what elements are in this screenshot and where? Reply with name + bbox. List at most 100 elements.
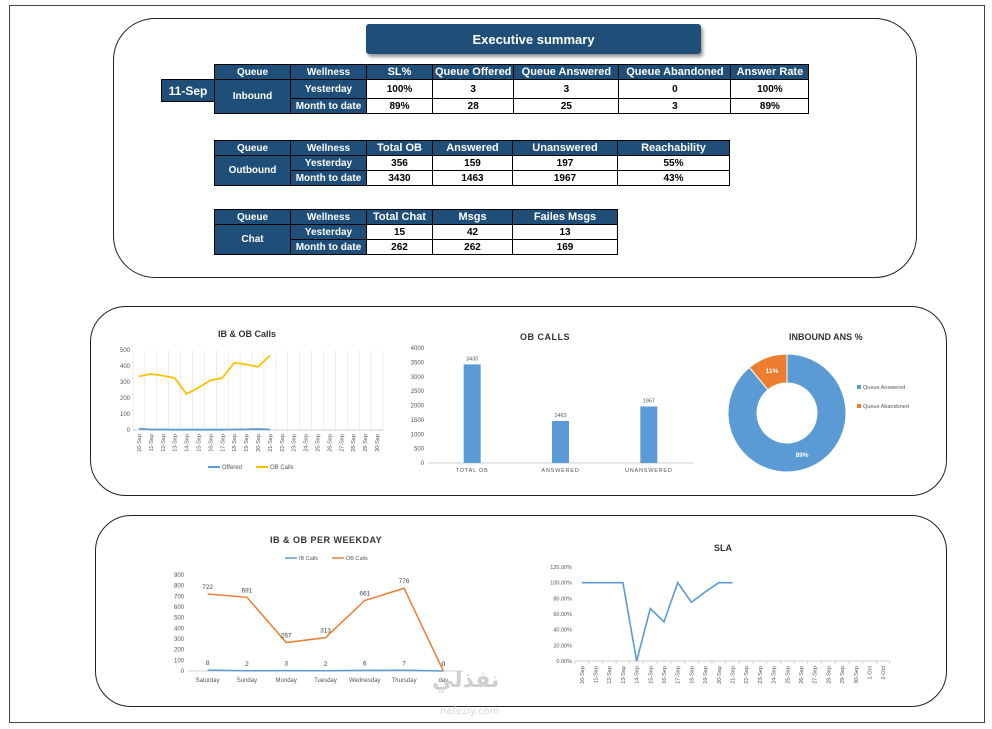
table-row: Inbound Yesterday 100% 3 3 0 100% — [214, 79, 810, 114]
x-tick-label: 17-Sep — [676, 666, 682, 684]
series-line — [207, 669, 444, 672]
y-tick-label: 300 — [120, 380, 131, 386]
x-tick-label: 19-Sep — [244, 434, 250, 452]
series-line — [581, 580, 733, 662]
table-header-row: Queue Wellness SL% Queue Offered Queue A… — [214, 64, 810, 80]
chat-table: Queue Wellness Total Chat Msgs Failes Ms… — [214, 209, 618, 255]
table-header-row: Queue Wellness Total OB Answered Unanswe… — [214, 140, 730, 156]
legend-label: OB Calls — [346, 556, 368, 562]
x-tick-label: 13-Sep — [173, 434, 179, 452]
data-label: 2 — [324, 661, 328, 668]
row-label: Month to date — [290, 98, 367, 114]
chart-title-weekday: IB & OB PER WEEKDAY — [270, 535, 383, 545]
y-tick-label: 0 — [181, 669, 185, 675]
bar — [640, 406, 658, 463]
data-label: 267 — [281, 633, 292, 640]
sla-chart: 0.00% 20.00% 40.00% 60.00% 80.00% 100.00% 120.… — [550, 565, 891, 684]
header-cell: Wellness — [290, 140, 367, 156]
legend-swatch — [857, 385, 861, 389]
y-tick-label: 0 — [421, 461, 425, 467]
y-tick-label: 4000 — [411, 346, 425, 352]
y-tick-label: 100 — [174, 658, 185, 664]
x-tick-label: 30-Sep — [375, 434, 381, 452]
x-tick-label: 28-Sep — [351, 434, 357, 452]
bar-value-label: 1967 — [643, 398, 655, 404]
y-tick-label: 600 — [174, 605, 185, 611]
x-tick-label: 23-Sep — [292, 434, 298, 452]
slice-label: 89% — [796, 452, 809, 459]
x-tick-label: 15-Sep — [648, 666, 654, 684]
cell: 25 — [513, 98, 620, 114]
cell: 89% — [730, 98, 810, 114]
data-label: 313 — [320, 628, 331, 635]
row-label: Month to date — [290, 170, 367, 186]
header-cell: Answered — [432, 140, 513, 156]
y-tick-label: 0.00% — [556, 659, 572, 665]
header-cell: Total OB — [366, 140, 433, 156]
header-cell: Msgs — [432, 209, 513, 225]
y-tick-label: 3000 — [411, 375, 425, 381]
header-cell: Wellness — [290, 64, 367, 80]
chart-title-inbound-ans: INBOUND ANS % — [789, 332, 863, 342]
x-tick-label: 14-Sep — [635, 666, 641, 684]
x-tick-label: 22-Sep — [280, 434, 286, 452]
ob-calls-chart: 0 500 1000 1500 2000 2500 3000 3500 4000 3430 TOTA… — [411, 346, 693, 474]
x-tick-label: Wednesday — [349, 678, 381, 684]
donut-slice — [727, 353, 847, 473]
header-cell: Queue Offered — [431, 64, 515, 80]
x-tick-label: 20-Sep — [256, 434, 262, 452]
x-tick-label: TOTAL OB — [456, 468, 489, 474]
row-label: Month to date — [290, 239, 367, 255]
header-cell: Queue — [214, 140, 291, 156]
header-cell: Queue Answered — [513, 64, 620, 80]
header-cell: Reachability — [617, 140, 730, 156]
y-tick-label: 200 — [120, 396, 131, 402]
table-row: Chat Yesterday 15 42 13 — [214, 224, 618, 255]
x-tick-label: 16-Sep — [208, 434, 214, 452]
y-tick-label: 60.00% — [553, 612, 572, 618]
x-tick-label: 12-Sep — [607, 666, 613, 684]
cell: 169 — [512, 239, 618, 255]
table-row: Month to date 3430 1463 1967 43% — [215, 170, 730, 186]
y-tick-label: 2000 — [411, 404, 425, 410]
slice-label: 11% — [766, 368, 779, 375]
x-tick-label: 10-Sep — [580, 666, 586, 684]
chart-title-sla: SLA — [714, 543, 732, 553]
table-row: Month to date 262 262 169 — [215, 239, 618, 255]
date-badge: 11-Sep — [161, 79, 215, 102]
y-tick-label: 100 — [120, 412, 131, 418]
chart-title-ib-ob-calls: IB & OB Calls — [218, 329, 277, 339]
data-label: 0 — [442, 661, 446, 668]
cell: 159 — [432, 155, 513, 171]
header-cell: Failes Msgs — [512, 209, 618, 225]
y-tick-label: 500 — [120, 348, 131, 354]
data-label: 6 — [363, 660, 367, 667]
data-label: 3 — [284, 661, 288, 668]
legend-label: OB Calls — [270, 465, 294, 471]
outbound-table: Queue Wellness Total OB Answered Unanswe… — [214, 140, 730, 186]
cell: 197 — [512, 155, 618, 171]
x-tick-label: 21-Sep — [268, 434, 274, 452]
legend-label: Queue Answered — [863, 385, 905, 391]
queue-cell: Outbound — [214, 155, 291, 186]
x-tick-label: ANSWERED — [541, 468, 579, 474]
cell: 1463 — [432, 170, 513, 186]
x-tick-label: 18-Sep — [689, 666, 695, 684]
inbound-ans-chart: 11% 89% Queue Answered Queue Abandoned — [727, 353, 909, 473]
x-tick-label: day — [439, 678, 449, 684]
x-tick-label: 29-Sep — [363, 434, 369, 452]
x-tick-label: 1-Oct — [867, 666, 873, 680]
table-row: Outbound Yesterday 356 159 197 55% — [214, 155, 730, 186]
legend-label: Queue Abandoned — [863, 404, 909, 410]
y-tick-label: 120.00% — [550, 565, 572, 571]
data-label: 7 — [402, 660, 406, 667]
header-cell: Unanswered — [512, 140, 618, 156]
y-tick-label: 200 — [174, 648, 185, 654]
x-tick-label: 15-Sep — [196, 434, 202, 452]
x-tick-label: 21-Sep — [731, 666, 737, 684]
data-label: 722 — [202, 584, 213, 591]
header-cell: SL% — [366, 64, 433, 80]
x-tick-label: 30-Sep — [854, 666, 860, 684]
y-tick-label: 400 — [174, 626, 185, 632]
x-tick-label: 11-Sep — [594, 666, 600, 683]
